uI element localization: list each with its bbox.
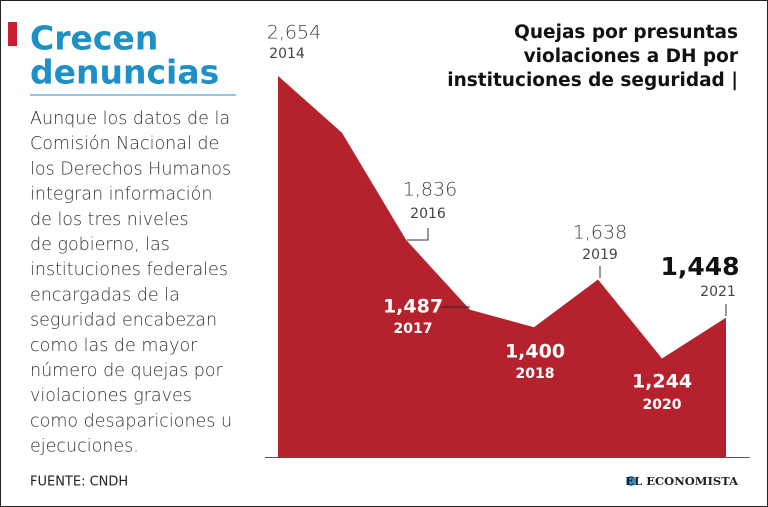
- area: [278, 75, 726, 458]
- value-label: 1,400: [505, 341, 565, 363]
- x-label: 2018: [516, 366, 555, 382]
- logo-icon: [626, 476, 636, 486]
- x-label: 2020: [643, 397, 682, 413]
- heading: denuncias: [30, 53, 219, 92]
- description-line: encargadas de la: [30, 285, 180, 305]
- description-line: de gobierno, las: [30, 235, 170, 255]
- logo: EL ECONOMISTA: [625, 474, 739, 488]
- description-line: violaciones graves: [30, 386, 192, 406]
- source: FUENTE: CNDH: [30, 475, 128, 490]
- value-label: 1,448: [660, 252, 739, 281]
- description-line: instituciones federales: [30, 260, 228, 280]
- description-line: ejecuciones.: [30, 437, 139, 457]
- description-line: de los tres niveles: [30, 210, 189, 230]
- description-line: Aunque los datos de la: [30, 109, 230, 129]
- description-line: integran información: [30, 185, 212, 205]
- x-label: 2016: [410, 206, 446, 222]
- description-line: como desapariciones u: [30, 411, 232, 431]
- chart-title: Quejas por presuntas: [514, 22, 738, 43]
- description-line: como las de mayor: [30, 336, 198, 356]
- value-label: 1,638: [573, 222, 627, 244]
- value-label: 2,654: [267, 22, 321, 44]
- x-label: 2021: [700, 284, 736, 300]
- x-label: 2019: [582, 247, 618, 263]
- leader-line: [407, 228, 429, 241]
- value-label: 1,244: [632, 371, 692, 393]
- x-label: 2014: [269, 46, 305, 62]
- description-line: Comisión Nacional de: [30, 134, 219, 154]
- accent-bar: [8, 22, 17, 46]
- value-label: 1,836: [403, 179, 457, 201]
- heading: Crecen: [30, 19, 158, 58]
- description-line: seguridad encabezan: [30, 311, 217, 331]
- value-label: 1,487: [383, 296, 443, 318]
- x-label: 2017: [394, 321, 433, 337]
- chart-title: instituciones de seguridad |: [447, 70, 738, 91]
- description-line: número de quejas por: [30, 361, 224, 381]
- chart-title: violaciones a DH por: [524, 46, 739, 67]
- description-line: los Derechos Humanos: [30, 159, 231, 179]
